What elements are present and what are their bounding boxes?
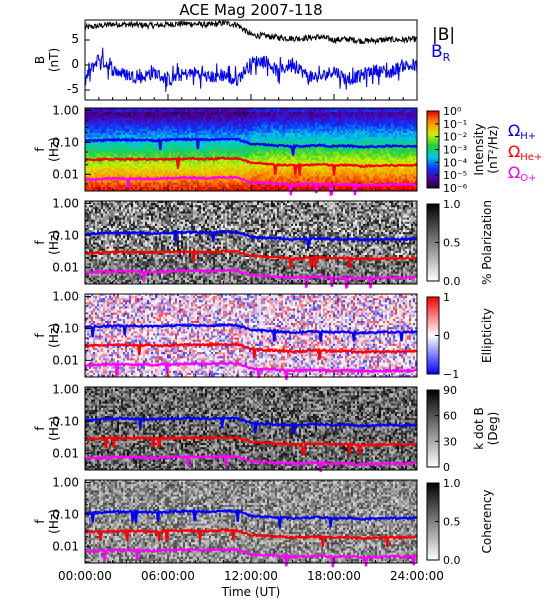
b-yunit: (nT): [47, 48, 61, 72]
colorbar-tick-label: 0.5: [443, 237, 461, 250]
ytick-label: 0.01: [52, 353, 79, 367]
ytick-label: 1.00: [52, 290, 79, 304]
ylabel-hz: (Hz): [47, 509, 61, 534]
ytick-label: 1.00: [52, 104, 79, 118]
ylabel-f: f: [33, 426, 47, 431]
x-axis-title: Time (UT): [221, 585, 281, 599]
ylabel-f: f: [33, 240, 47, 245]
spectrogram-panel-intensity: 1.000.100.01f (Hz)10⁰10⁻¹10⁻²10⁻³10⁻⁴10⁻⁵…: [33, 104, 500, 196]
colorbar-tick-label: 60: [443, 410, 457, 423]
colorbar-kdotb: [427, 390, 439, 467]
legend-o-plus: ΩO+: [508, 163, 536, 184]
ytick-label: 0.01: [52, 446, 79, 460]
colorbar-tick-label: 0: [443, 461, 450, 474]
colorbar-tick-label: 10⁻⁵: [443, 169, 467, 182]
colorbar-tick-label: 0.0: [443, 554, 461, 567]
colorbar-tick-label: 1.0: [443, 198, 461, 211]
colorbar-label-kdotb: k dot B: [472, 407, 486, 449]
colorbar-unit-intensity: (nT²/Hz): [486, 125, 500, 173]
xtick-label-4: 24:00:00: [390, 569, 444, 583]
xtick-label-0: 00:00:00: [58, 569, 112, 583]
colorbar-unit-kdotb: (Deg): [486, 412, 500, 446]
time-axis: 00:00:00 06:00:00 12:00:00 18:00:00 24:0…: [58, 569, 444, 599]
ytick-label: 1.00: [52, 383, 79, 397]
ylabel-f: f: [33, 333, 47, 338]
spectrogram-panel-polarization: 1.000.100.01f (Hz)1.00.50.0% Polarization: [33, 197, 494, 289]
ylabel-hz: (Hz): [47, 137, 61, 162]
ytick-label: 0.01: [52, 167, 79, 181]
colorbar-label-polarization: % Polarization: [480, 200, 494, 285]
ylabel-hz: (Hz): [47, 323, 61, 348]
ylabel-hz: (Hz): [47, 230, 61, 255]
colorbar-tick-label: 10⁰: [443, 105, 462, 118]
series-br-line: [85, 48, 417, 92]
colorbar-tick-label: 0.5: [443, 516, 461, 529]
b-ytick-0: 0: [71, 57, 79, 71]
colorbar-label-intensity: Intensity: [472, 123, 486, 175]
series-bmag-line: [85, 21, 417, 44]
xtick-label-2: 12:00:00: [224, 569, 278, 583]
colorbar-tick-label: 10⁻⁶: [443, 182, 468, 195]
chart-title: ACE Mag 2007-118: [179, 1, 322, 19]
xtick-label-1: 06:00:00: [141, 569, 195, 583]
cyclotron-legend: ΩH+ ΩHe+ ΩO+: [508, 121, 542, 184]
ytick-label: 1.00: [52, 197, 79, 211]
legend-br: BR: [431, 42, 451, 64]
ytick-label: 1.00: [52, 476, 79, 490]
b-field-panel: 5 0 -5 B (nT) |B| BR: [33, 20, 455, 100]
ylabel-f: f: [33, 519, 47, 524]
colorbar-tick-label: −1: [443, 368, 459, 381]
colorbar-tick-label: 0: [443, 330, 450, 343]
colorbar-tick-label: 10⁻²: [443, 131, 467, 144]
ytick-label: 0.01: [52, 539, 79, 553]
colorbar-label-coherency: Coherency: [480, 489, 494, 553]
colorbar-tick-label: 10⁻³: [443, 144, 467, 157]
ylabel-f: f: [33, 147, 47, 152]
xtick-label-3: 18:00:00: [307, 569, 361, 583]
legend-h-plus: ΩH+: [508, 121, 536, 142]
b-ytick-m5: -5: [67, 82, 79, 96]
colorbar-tick-label: 10⁻⁴: [443, 156, 468, 169]
colorbar-label-ellipticity: Ellipticity: [480, 308, 494, 363]
colorbar-tick-label: 1.0: [443, 477, 461, 490]
colorbar-tick-label: 10⁻¹: [443, 118, 467, 131]
colorbar-tick-label: 0.0: [443, 275, 461, 288]
b-ylabel: B: [33, 56, 47, 64]
ytick-label: 0.01: [52, 260, 79, 274]
legend-he-plus: ΩHe+: [508, 142, 542, 163]
ylabel-hz: (Hz): [47, 416, 61, 441]
colorbar-tick-label: 1: [443, 291, 450, 304]
b-ytick-5: 5: [71, 32, 79, 46]
colorbar-tick-label: 90: [443, 384, 457, 397]
colorbar-tick-label: 30: [443, 435, 457, 448]
